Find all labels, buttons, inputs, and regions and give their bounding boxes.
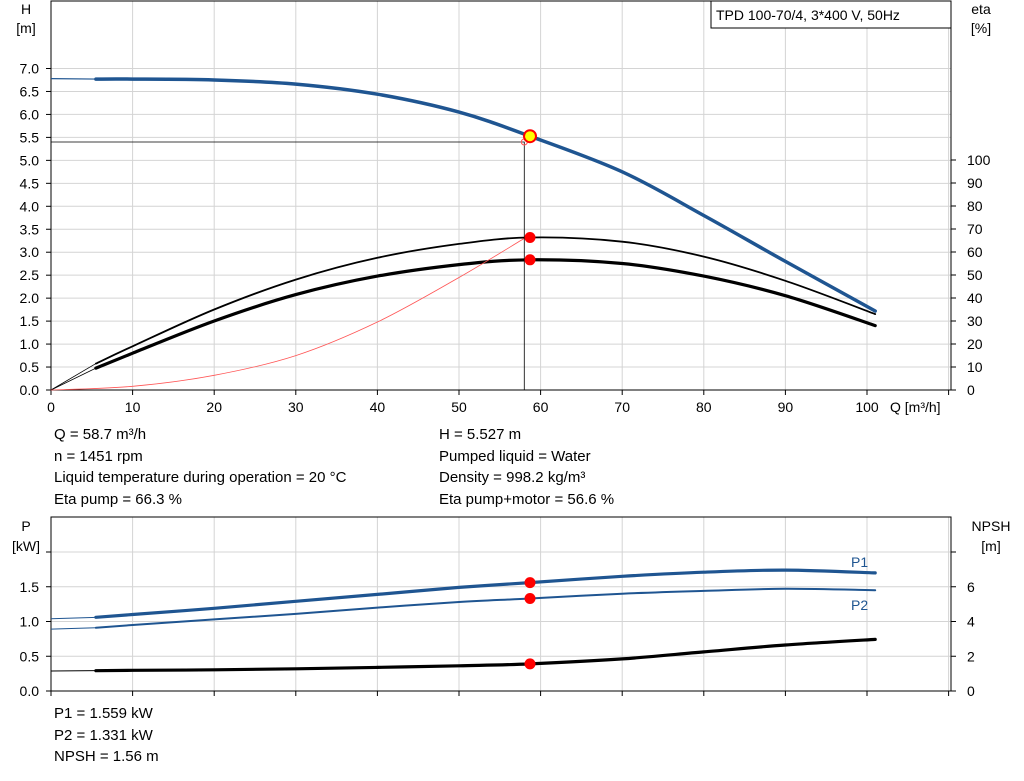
p2-curve <box>94 587 877 629</box>
y-left-tick-label: 0.5 <box>20 648 40 664</box>
readout-head: H = 5.527 m <box>439 426 522 443</box>
y-left-tick-label: 2.5 <box>20 267 40 283</box>
x-tick-label: 10 <box>125 399 141 415</box>
eta-pump-point-marker <box>524 232 536 243</box>
qh-chart: 0.0 0.5 1.0 1.5 2.0 2.5 3.0 3.5 4.0 4.5 5.0 5.5 6.0 6… <box>16 0 991 415</box>
y-left-tick-label: 3.0 <box>20 244 40 260</box>
y-left-tick-label: 1.0 <box>20 336 40 352</box>
y-right-tick-label: 100 <box>967 152 991 168</box>
y-left-tick-label: 1.5 <box>20 579 40 595</box>
y-right-tick-label: 70 <box>967 221 983 237</box>
title-box <box>710 0 952 29</box>
x-tick-label: 60 <box>533 399 549 415</box>
y-left-tick-label: 1.0 <box>20 614 40 630</box>
x-tick-label: 0 <box>47 399 55 415</box>
y-left-axis-unit: [kW] <box>12 538 40 554</box>
y-right-tick-label: 6 <box>967 579 975 595</box>
y-right-tick-label: 40 <box>967 290 983 306</box>
p1-point-marker <box>524 577 536 589</box>
readout-p2: P2 = 1.331 kW <box>54 726 153 744</box>
y-left-tick-label: 0.0 <box>20 382 40 398</box>
y-left-tick-label: 3.5 <box>20 221 40 237</box>
x-tick-label: 30 <box>288 399 304 415</box>
y-right-axis-title: NPSH <box>972 518 1011 534</box>
eta-pump-curve-extension <box>50 363 97 391</box>
qh-curve <box>94 77 877 313</box>
y-left-axis-title: H <box>21 1 31 17</box>
plot-frame <box>50 516 952 692</box>
x-tick-label: 80 <box>696 399 712 415</box>
npsh-point-marker <box>524 658 536 670</box>
y-left-tick-label: 1.5 <box>20 313 40 329</box>
y-left-tick-label: 4.0 <box>20 198 40 214</box>
p1-series-label: P1 <box>851 554 868 570</box>
p2-point-marker <box>524 593 536 604</box>
y-left-tick-label: 0.0 <box>20 683 40 699</box>
y-right-tick-label: 20 <box>967 336 983 352</box>
readout-pumped-liquid: Pumped liquid = Water <box>439 447 591 465</box>
y-left-axis-unit: [m] <box>16 20 35 36</box>
eta-pump-curve <box>95 236 877 365</box>
y-right-axis-unit: [m] <box>981 538 1000 554</box>
y-left-tick-label: 7.0 <box>20 61 40 77</box>
readout-eta-pump-motor: Eta pump+motor = 56.6 % <box>439 490 615 508</box>
readout-liquid-temperature: Liquid temperature during operation = 20… <box>54 469 347 486</box>
plot-frame <box>50 0 952 391</box>
x-tick-label: 100 <box>855 399 879 415</box>
x-tick-label: 70 <box>614 399 630 415</box>
y-right-tick-label: 0 <box>967 382 975 398</box>
readout-p1: P1 = 1.559 kW <box>54 705 153 722</box>
y-right-tick-label: 90 <box>967 175 983 191</box>
x-tick-label: 20 <box>206 399 222 415</box>
y-right-axis-unit: [%] <box>971 20 991 36</box>
chart-title: TPD 100-70/4, 3*400 V, 50Hz <box>716 7 900 23</box>
readout-bottom: P1 = 1.559 kW P2 = 1.331 kW NPSH = 1.56 … <box>54 703 159 768</box>
npsh-curve <box>94 637 877 673</box>
readout-speed: n = 1451 rpm <box>54 447 143 465</box>
operating-reference-line <box>51 141 525 390</box>
readout-flow: Q = 58.7 m³/h <box>54 426 147 443</box>
y-left-axis-title: P <box>21 518 30 534</box>
x-axis-label: Q [m³/h] <box>890 399 941 415</box>
p2-series-label: P2 <box>851 597 868 613</box>
y-right-tick-label: 2 <box>967 648 975 664</box>
y-left-tick-label: 6.0 <box>20 106 40 122</box>
p1-curve-extension <box>50 616 96 620</box>
x-tick-label: 40 <box>370 399 386 415</box>
power-npsh-chart: 0.0 0.5 1.0 1.5 0 2 4 6 P [kW] NPSH [m] P1 P2 <box>12 516 1011 699</box>
readout-npsh: NPSH = 1.56 m <box>54 748 159 765</box>
y-right-tick-label: 30 <box>967 313 983 329</box>
readout-top-left: Q = 58.7 m³/h n = 1451 rpm Liquid temper… <box>54 424 346 510</box>
p2-curve-extension <box>50 627 96 630</box>
y-left-tick-label: 6.5 <box>20 83 40 99</box>
y-right-tick-label: 10 <box>967 359 983 375</box>
p1-curve <box>94 568 877 619</box>
eta-pump-motor-curve <box>94 258 877 370</box>
y-right-tick-label: 50 <box>967 267 983 283</box>
y-right-tick-label: 4 <box>967 614 975 630</box>
y-left-tick-label: 5.0 <box>20 152 40 168</box>
y-right-tick-label: 0 <box>967 683 975 699</box>
y-left-tick-label: 5.5 <box>20 129 40 145</box>
y-right-tick-label: 80 <box>967 198 983 214</box>
y-right-axis-title: eta <box>971 1 991 17</box>
y-left-tick-label: 0.5 <box>20 359 40 375</box>
readout-top-right: H = 5.527 m Pumped liquid = Water Densit… <box>439 424 614 510</box>
system-curve <box>50 238 525 391</box>
y-right-tick-label: 60 <box>967 244 983 260</box>
eta-pump-motor-curve-extension <box>50 367 97 391</box>
y-left-tick-label: 4.5 <box>20 175 40 191</box>
y-left-tick-label: 2.0 <box>20 290 40 306</box>
duty-point-marker <box>523 129 537 144</box>
readout-density: Density = 998.2 kg/m³ <box>439 469 586 486</box>
x-tick-label: 50 <box>451 399 467 415</box>
x-tick-label: 90 <box>778 399 794 415</box>
readout-eta-pump: Eta pump = 66.3 % <box>54 490 182 508</box>
eta-pump-motor-point-marker <box>524 254 536 266</box>
